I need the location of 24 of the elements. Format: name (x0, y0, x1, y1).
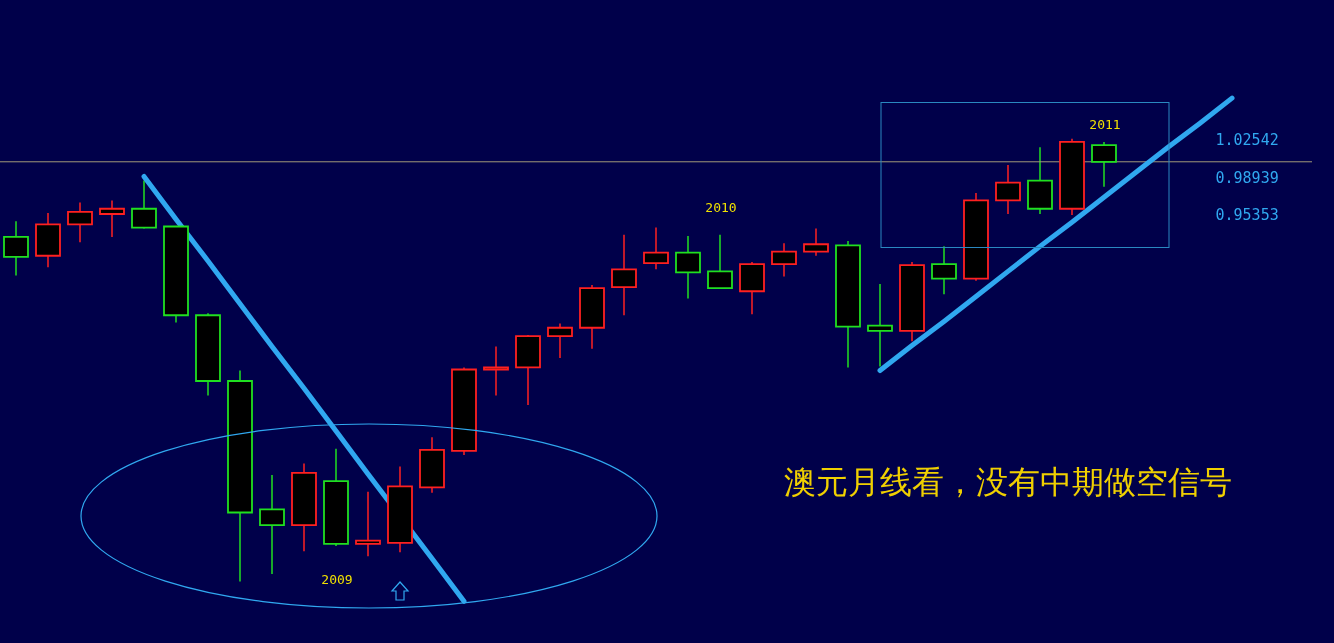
y-tick-label: 0.95353 (1215, 205, 1279, 224)
candlestick (995, 164, 1021, 215)
candlestick (931, 245, 957, 296)
candlestick (355, 490, 381, 558)
candlestick (803, 227, 829, 257)
candlestick (131, 179, 157, 230)
candlestick (1091, 141, 1117, 188)
annotation: 2009 (321, 572, 353, 587)
candlestick (99, 199, 125, 238)
candlestick (547, 322, 573, 359)
annotation: 2010 (705, 200, 737, 215)
candlestick (67, 201, 93, 243)
candlestick (867, 283, 893, 368)
y-tick-label: 1.02542 (1215, 130, 1279, 149)
candlestick (611, 234, 637, 316)
candlestick (3, 220, 29, 277)
candlestick (707, 234, 733, 289)
candlestick (675, 235, 701, 300)
y-tick-label: 0.98939 (1215, 168, 1279, 187)
candlestick (771, 242, 797, 278)
annotation: 澳元月线看，没有中期做空信号 (784, 463, 1232, 501)
annotation: 2011 (1089, 117, 1121, 132)
candlestick (259, 474, 285, 575)
candlestick (643, 226, 669, 271)
